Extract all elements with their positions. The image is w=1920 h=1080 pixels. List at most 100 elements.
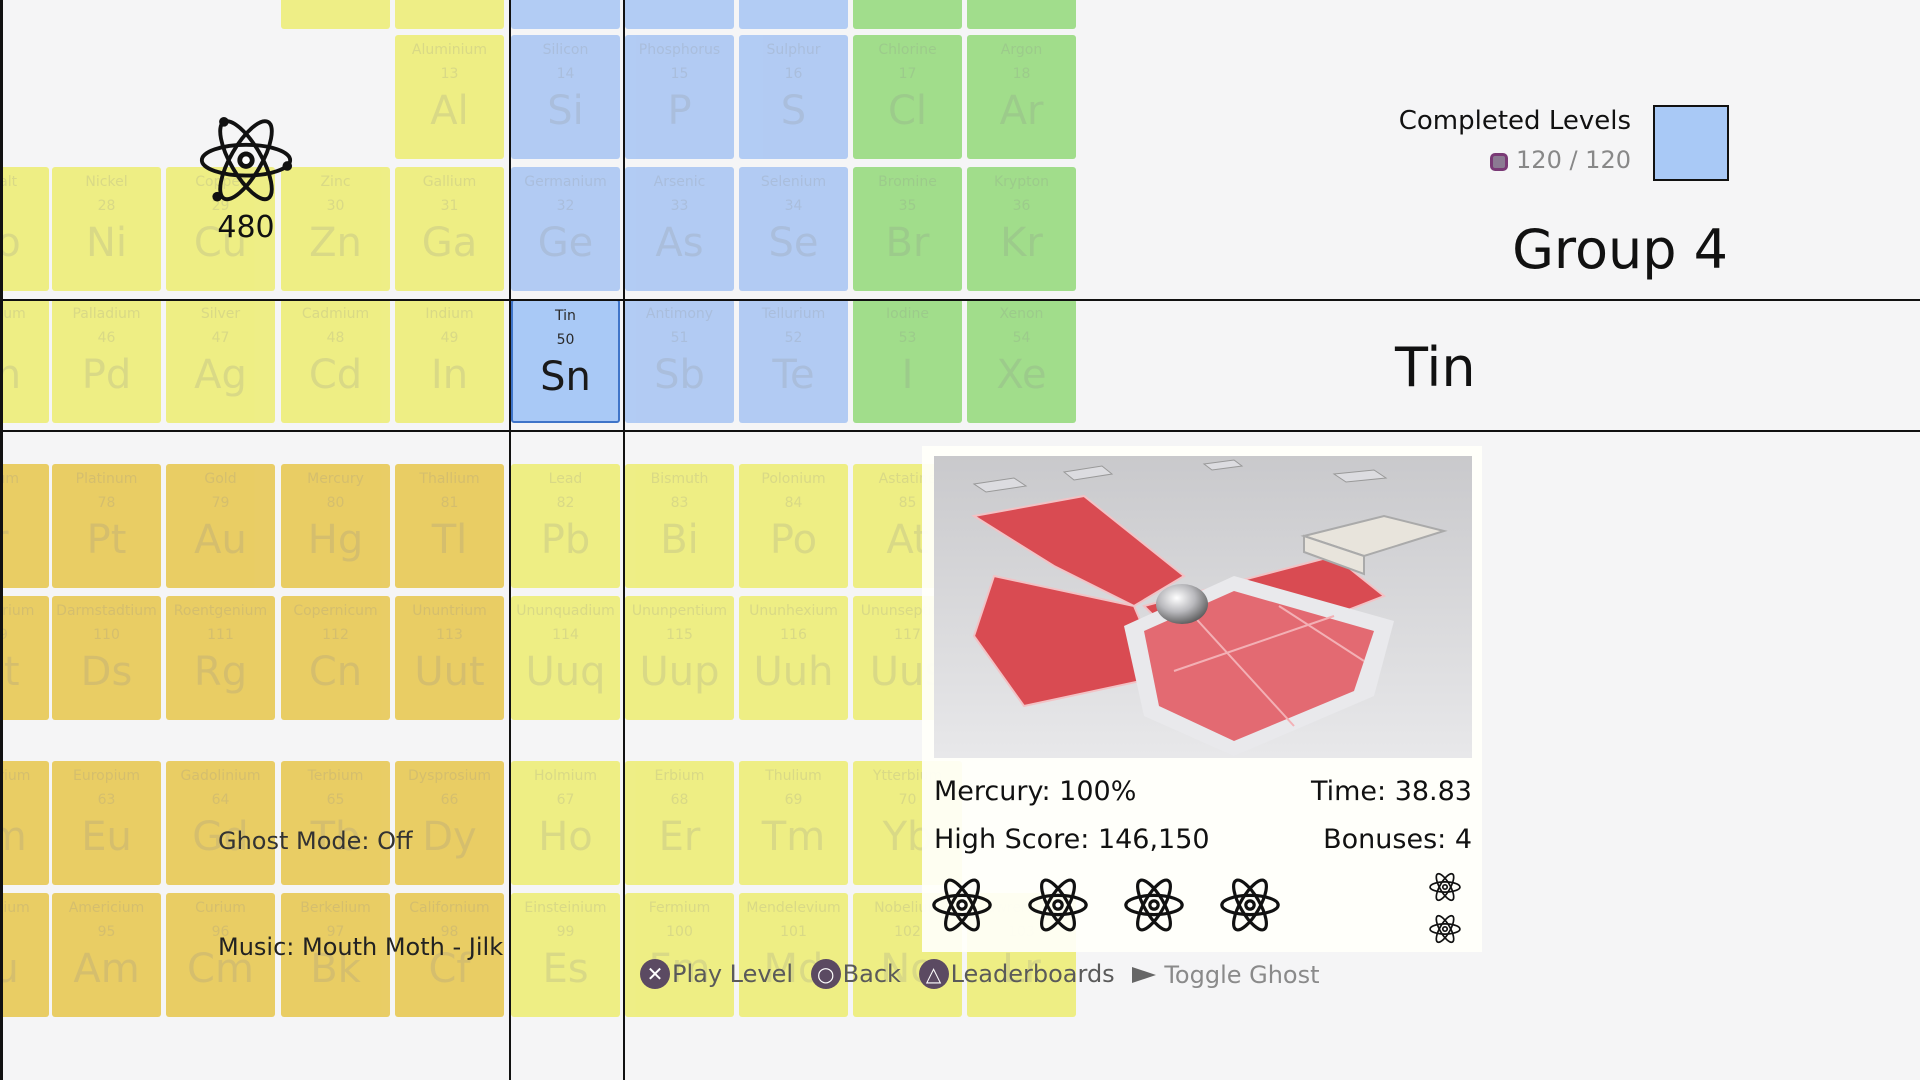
element-number: 85 bbox=[898, 495, 917, 511]
play-level-button[interactable]: ✕ Play Level bbox=[640, 959, 793, 989]
element-number: 83 bbox=[670, 495, 689, 511]
element-name: Erbium bbox=[654, 768, 705, 784]
element-symbol: Si bbox=[547, 88, 584, 134]
element-tile-am[interactable]: Americium 95 Am bbox=[52, 893, 161, 1017]
element-tile-blank-0-2[interactable] bbox=[511, 0, 620, 29]
element-number: 110 bbox=[93, 627, 120, 643]
element-tile-ho[interactable]: Holmium 67 Ho bbox=[511, 761, 620, 885]
element-tile-cl[interactable]: Chlorine 17 Cl bbox=[853, 35, 962, 159]
element-tile-hg[interactable]: Mercury 80 Hg bbox=[281, 464, 390, 588]
element-tile-mt[interactable]: Meitnerium 109 Mt bbox=[0, 596, 49, 720]
element-name: Bismuth bbox=[650, 471, 709, 487]
element-tile-blank-0-4[interactable] bbox=[739, 0, 848, 29]
element-tile-uuh[interactable]: Ununhexium 116 Uuh bbox=[739, 596, 848, 720]
completed-levels-count: 120 / 120 bbox=[1490, 146, 1631, 174]
element-name: Holmium bbox=[533, 768, 598, 784]
element-name: Iridium bbox=[0, 471, 20, 487]
element-number: 99 bbox=[556, 924, 575, 940]
element-tile-ar[interactable]: Argon 18 Ar bbox=[967, 35, 1076, 159]
element-tile-ds[interactable]: Darmstadtium 110 Ds bbox=[52, 596, 161, 720]
element-tile-cm[interactable]: Curium 96 Cm bbox=[166, 893, 275, 1017]
element-tile-te[interactable]: Tellurium 52 Te bbox=[739, 299, 848, 423]
element-name: Californium bbox=[409, 900, 490, 916]
toggle-ghost-button[interactable]: Toggle Ghost bbox=[1132, 960, 1320, 989]
element-tile-blank-0-5[interactable] bbox=[853, 0, 962, 29]
element-tile-tl[interactable]: Thallium 81 Tl bbox=[395, 464, 504, 588]
element-tile-au[interactable]: Gold 79 Au bbox=[166, 464, 275, 588]
element-number: 29 bbox=[211, 198, 230, 214]
element-number: 16 bbox=[784, 66, 803, 82]
element-tile-rh[interactable]: Rhodium 45 Rh bbox=[0, 299, 49, 423]
element-tile-pt[interactable]: Platinum 78 Pt bbox=[52, 464, 161, 588]
back-button[interactable]: ○ Back bbox=[810, 959, 901, 989]
element-tile-ni[interactable]: Nickel 28 Ni bbox=[52, 167, 161, 291]
element-tile-eu[interactable]: Europium 63 Eu bbox=[52, 761, 161, 885]
element-number: 81 bbox=[440, 495, 459, 511]
element-tile-uut[interactable]: Ununtrium 113 Uut bbox=[395, 596, 504, 720]
cross-button-icon: ✕ bbox=[640, 959, 670, 989]
element-number: 96 bbox=[211, 924, 230, 940]
element-tile-cn[interactable]: Copernicum 112 Cn bbox=[281, 596, 390, 720]
element-number: 84 bbox=[784, 495, 803, 511]
element-name: Berkelium bbox=[300, 900, 371, 916]
element-tile-ir[interactable]: Iridium 77 Ir bbox=[0, 464, 49, 588]
element-symbol: Ni bbox=[85, 220, 128, 266]
element-name: Selenium bbox=[760, 174, 827, 190]
element-tile-pb[interactable]: Lead 82 Pb bbox=[511, 464, 620, 588]
element-tile-as[interactable]: Arsenic 33 As bbox=[625, 167, 734, 291]
element-tile-sb[interactable]: Antimony 51 Sb bbox=[625, 299, 734, 423]
element-tile-kr[interactable]: Krypton 36 Kr bbox=[967, 167, 1076, 291]
element-tile-es[interactable]: Einsteinium 99 Es bbox=[511, 893, 620, 1017]
element-tile-blank-0-1[interactable] bbox=[395, 0, 504, 29]
element-name: Nickel bbox=[85, 174, 128, 190]
element-tile-tb[interactable]: Terbium 65 Tb bbox=[281, 761, 390, 885]
element-tile-br[interactable]: Bromine 35 Br bbox=[853, 167, 962, 291]
level-info-panel: Mercury: 100% Time: 38.83 High Score: 14… bbox=[922, 446, 1482, 952]
element-tile-al[interactable]: Aluminium 13 Al bbox=[395, 35, 504, 159]
element-tile-blank-0-3[interactable] bbox=[625, 0, 734, 29]
element-symbol: Bi bbox=[660, 517, 699, 563]
element-tile-bk[interactable]: Berkelium 97 Bk bbox=[281, 893, 390, 1017]
element-tile-er[interactable]: Erbium 68 Er bbox=[625, 761, 734, 885]
element-tile-blank-0-6[interactable] bbox=[967, 0, 1076, 29]
element-tile-s[interactable]: Sulphur 16 S bbox=[739, 35, 848, 159]
element-tile-dy[interactable]: Dysprosium 66 Dy bbox=[395, 761, 504, 885]
element-tile-ge[interactable]: Germanium 32 Ge bbox=[511, 167, 620, 291]
element-symbol: Rh bbox=[0, 352, 22, 398]
leaderboards-button[interactable]: △ Leaderboards bbox=[918, 959, 1115, 989]
element-number: 64 bbox=[211, 792, 230, 808]
atom-icon bbox=[1220, 878, 1280, 932]
element-number: 32 bbox=[556, 198, 575, 214]
element-tile-gd[interactable]: Gadolinium 64 Gd bbox=[166, 761, 275, 885]
element-number: 31 bbox=[440, 198, 459, 214]
element-tile-md[interactable]: Mendelevium 101 Md bbox=[739, 893, 848, 1017]
element-tile-pu[interactable]: Plutonium 94 Pu bbox=[0, 893, 49, 1017]
element-name: Cadmium bbox=[301, 306, 370, 322]
element-symbol: Cn bbox=[308, 649, 363, 695]
element-tile-in[interactable]: Indium 49 In bbox=[395, 299, 504, 423]
element-tile-co[interactable]: Cobalt 27 Co bbox=[0, 167, 49, 291]
element-tile-pd[interactable]: Palladium 46 Pd bbox=[52, 299, 161, 423]
element-tile-xe[interactable]: Xenon 54 Xe bbox=[967, 299, 1076, 423]
element-tile-ag[interactable]: Silver 47 Ag bbox=[166, 299, 275, 423]
element-tile-p[interactable]: Phosphorus 15 P bbox=[625, 35, 734, 159]
element-symbol: Cf bbox=[428, 946, 471, 992]
element-tile-rg[interactable]: Roentgenium 111 Rg bbox=[166, 596, 275, 720]
element-tile-sm[interactable]: Samarium 62 Sm bbox=[0, 761, 49, 885]
element-tile-blank-0-0[interactable] bbox=[281, 0, 390, 29]
element-tile-uup[interactable]: Ununpentium 115 Uup bbox=[625, 596, 734, 720]
element-tile-uuq[interactable]: Ununquadium 114 Uuq bbox=[511, 596, 620, 720]
element-tile-tm[interactable]: Thulium 69 Tm bbox=[739, 761, 848, 885]
element-tile-se[interactable]: Selenium 34 Se bbox=[739, 167, 848, 291]
element-tile-sn[interactable]: Tin 50 Sn bbox=[511, 299, 620, 423]
element-tile-cd[interactable]: Cadmium 48 Cd bbox=[281, 299, 390, 423]
element-tile-i[interactable]: Iodine 53 I bbox=[853, 299, 962, 423]
element-tile-po[interactable]: Polonium 84 Po bbox=[739, 464, 848, 588]
element-tile-ga[interactable]: Gallium 31 Ga bbox=[395, 167, 504, 291]
element-name: Meitnerium bbox=[0, 603, 35, 619]
element-tile-si[interactable]: Silicon 14 Si bbox=[511, 35, 620, 159]
element-tile-cf[interactable]: Californium 98 Cf bbox=[395, 893, 504, 1017]
element-tile-bi[interactable]: Bismuth 83 Bi bbox=[625, 464, 734, 588]
element-tile-zn[interactable]: Zinc 30 Zn bbox=[281, 167, 390, 291]
